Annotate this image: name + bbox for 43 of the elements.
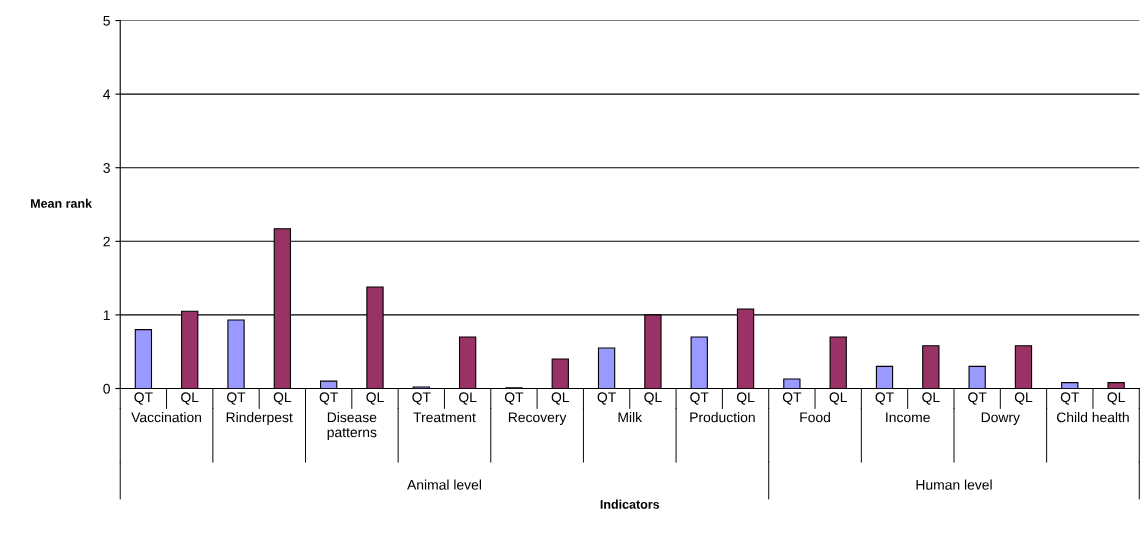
x-axis-title: Indicators xyxy=(600,499,660,509)
x-tick-label: Child health xyxy=(1056,412,1129,423)
x-tick-label: Income xyxy=(886,412,930,423)
text: QL xyxy=(644,392,662,405)
text: QL xyxy=(922,392,940,405)
text: QT xyxy=(875,392,894,405)
x-tick-label: Production xyxy=(690,412,755,423)
text: QL xyxy=(736,392,755,405)
text: QT xyxy=(1060,392,1080,405)
text: QT xyxy=(504,392,524,405)
y-tick-label: 4 xyxy=(103,89,111,100)
x-tick-label: Milk xyxy=(618,412,643,423)
x-tick-label: Disease patterns xyxy=(327,412,377,440)
text: QL xyxy=(1107,392,1125,405)
x-tick-label: Treatment xyxy=(413,412,476,423)
text: QL xyxy=(366,392,384,405)
y-axis-title: Mean rank xyxy=(31,198,93,208)
text: QT xyxy=(134,392,153,405)
y-tick-label: 0 xyxy=(103,383,110,394)
x-tick-label: Vaccination xyxy=(131,412,202,423)
x-tick-label: Recovery xyxy=(508,412,567,425)
text: QL xyxy=(273,392,292,405)
text: QT xyxy=(968,392,987,405)
text: QL xyxy=(1014,392,1033,405)
y-tick-label: 2 xyxy=(103,236,110,247)
x-tick-label: Rinderpest xyxy=(226,412,293,425)
text: QL xyxy=(459,392,477,405)
x-tick-label: Food xyxy=(800,412,830,423)
text: QT xyxy=(319,392,338,405)
text: QT xyxy=(782,392,802,405)
text: Animal level xyxy=(407,479,481,490)
text: QL xyxy=(829,392,847,405)
y-tick-label: 3 xyxy=(103,163,110,173)
text: QT xyxy=(597,392,616,405)
text: QL xyxy=(551,392,570,405)
x-tick-label: Dowry xyxy=(981,412,1020,425)
text: QT xyxy=(412,392,431,405)
legend-label: QL xyxy=(181,392,199,405)
legend-label: QT xyxy=(227,392,246,405)
y-tick-label: 1 xyxy=(103,310,110,320)
text: Human level xyxy=(916,479,992,490)
y-tick-label: 5 xyxy=(103,16,110,26)
text: QT xyxy=(690,392,709,405)
